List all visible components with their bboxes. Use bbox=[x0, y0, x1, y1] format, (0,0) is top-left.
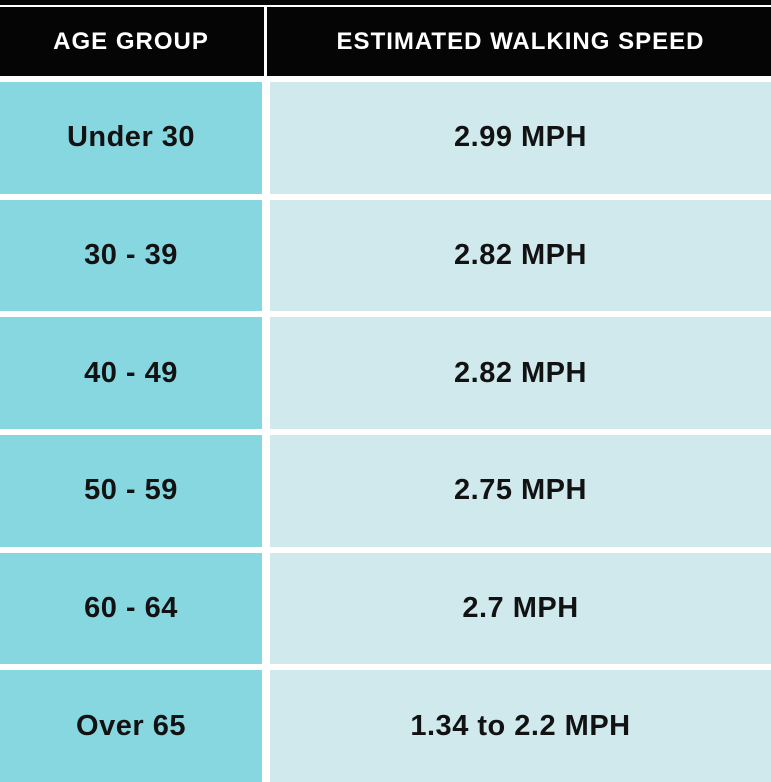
table-cell-age-group: 40 - 49 bbox=[0, 317, 262, 429]
table-cell-walking-speed: 1.34 to 2.2 MPH bbox=[270, 670, 771, 782]
table-cell-age-group: 60 - 64 bbox=[0, 552, 262, 665]
table-cell-age-group: Over 65 bbox=[0, 670, 262, 782]
table-cell-walking-speed: 2.75 MPH bbox=[270, 434, 771, 547]
header-top-divider bbox=[0, 5, 771, 7]
header-column-divider bbox=[264, 5, 267, 76]
table-cell-walking-speed: 2.82 MPH bbox=[270, 317, 771, 429]
table-cell-walking-speed: 2.7 MPH bbox=[270, 552, 771, 665]
table-header-row: AGE GROUP ESTIMATED WALKING SPEED bbox=[0, 0, 771, 76]
table-cell-walking-speed: 2.82 MPH bbox=[270, 199, 771, 312]
table-cell-age-group: 50 - 59 bbox=[0, 434, 262, 547]
column-header-age-group: AGE GROUP bbox=[53, 27, 209, 55]
table-cell-age-group: Under 30 bbox=[0, 82, 262, 194]
table-cell-walking-speed: 2.99 MPH bbox=[270, 82, 771, 194]
column-header-walking-speed: ESTIMATED WALKING SPEED bbox=[336, 27, 705, 55]
table-cell-age-group: 30 - 39 bbox=[0, 199, 262, 312]
